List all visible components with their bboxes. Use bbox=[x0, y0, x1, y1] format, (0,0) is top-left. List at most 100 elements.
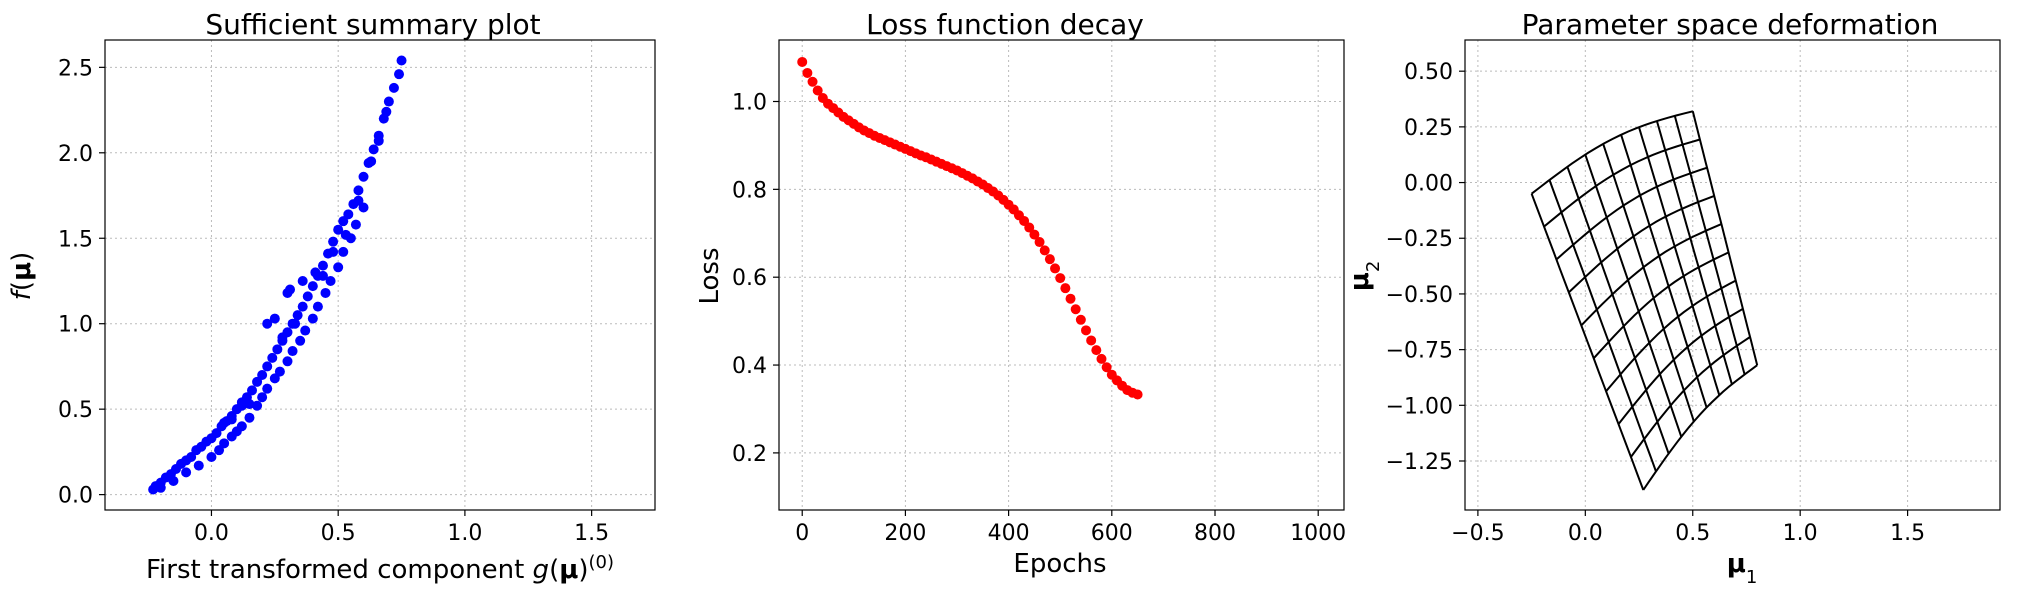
data-point bbox=[219, 438, 230, 449]
data-point bbox=[1029, 229, 1040, 240]
mesh-line bbox=[1530, 110, 1694, 195]
mesh-line bbox=[1655, 120, 1733, 385]
y-axis-label-loss: Loss bbox=[695, 247, 725, 304]
y-tick-label: 2.0 bbox=[58, 142, 93, 167]
x-tick-label: 200 bbox=[884, 521, 926, 546]
data-point bbox=[285, 284, 296, 295]
y-tick-label: 0.8 bbox=[732, 178, 767, 203]
data-point bbox=[807, 76, 818, 87]
data-point bbox=[267, 352, 278, 363]
data-point bbox=[226, 414, 237, 425]
data-point bbox=[262, 361, 273, 372]
data-point bbox=[211, 428, 222, 439]
data-point bbox=[394, 69, 405, 80]
data-point bbox=[236, 421, 247, 432]
y-tick-label: 0.4 bbox=[732, 354, 767, 379]
x-tick-label: 1.5 bbox=[574, 521, 609, 546]
data-point bbox=[297, 275, 308, 286]
data-point bbox=[277, 332, 288, 343]
data-point bbox=[353, 195, 364, 206]
panel-loss-decay: Loss function decay 0 200 400 600 800 1000 0.2… bbox=[695, 8, 1346, 579]
data-point bbox=[1034, 237, 1045, 248]
data-point bbox=[1024, 222, 1035, 233]
plot-frame-deformation bbox=[1464, 39, 2001, 511]
data-point bbox=[307, 281, 318, 292]
mesh-line bbox=[1642, 364, 1758, 491]
grid-deformation bbox=[1465, 40, 2000, 510]
mesh-line bbox=[1530, 193, 1645, 491]
data-point bbox=[1039, 245, 1050, 256]
points-summary bbox=[148, 55, 407, 495]
data-point bbox=[317, 270, 328, 281]
x-tick-label: 1.0 bbox=[1783, 521, 1818, 546]
y-tick-label: 1.0 bbox=[58, 313, 93, 338]
data-point bbox=[797, 56, 808, 67]
data-point bbox=[325, 275, 336, 286]
data-point bbox=[247, 385, 258, 396]
data-point bbox=[257, 392, 268, 403]
mesh-line bbox=[1638, 126, 1721, 396]
grid-loss bbox=[779, 40, 1344, 510]
y-tick-label: 1.0 bbox=[732, 90, 767, 115]
x-tick-label: 0.5 bbox=[1675, 521, 1710, 546]
y-tick-label: −1.00 bbox=[1386, 394, 1453, 419]
mesh-line bbox=[1580, 223, 1722, 327]
x-tick-label: 0.0 bbox=[1568, 521, 1603, 546]
data-point bbox=[214, 445, 225, 456]
data-point bbox=[262, 383, 273, 394]
data-point bbox=[358, 171, 369, 182]
data-point bbox=[274, 366, 285, 377]
x-axis-label-deformation: μ1 bbox=[1727, 549, 1758, 588]
data-point bbox=[1050, 263, 1061, 274]
data-point bbox=[1086, 335, 1097, 346]
x-tick-label: 400 bbox=[988, 521, 1030, 546]
data-point bbox=[802, 67, 813, 78]
data-point bbox=[181, 467, 192, 478]
points-loss bbox=[797, 56, 1143, 400]
x-axis-label-loss: Epochs bbox=[1013, 549, 1106, 579]
mesh-line bbox=[1630, 336, 1751, 458]
mesh-line bbox=[1617, 307, 1744, 425]
mesh-line bbox=[1555, 166, 1708, 261]
mesh-line bbox=[1605, 279, 1737, 392]
y-tick-label: 0.2 bbox=[732, 442, 767, 467]
x-tick-label: 1.5 bbox=[1890, 521, 1925, 546]
mesh-line bbox=[1602, 143, 1695, 422]
data-point bbox=[358, 202, 369, 213]
data-point bbox=[340, 229, 351, 240]
data-point bbox=[368, 144, 379, 155]
plot-frame-loss bbox=[778, 39, 1345, 511]
mesh-deformation bbox=[1530, 110, 1759, 491]
mesh-line bbox=[1592, 251, 1730, 359]
data-point bbox=[396, 55, 407, 66]
mesh-line bbox=[1673, 115, 1746, 375]
x-tick-label: 0 bbox=[795, 521, 809, 546]
data-point bbox=[252, 400, 263, 411]
data-point bbox=[373, 135, 384, 146]
y-tick-label: −0.25 bbox=[1386, 227, 1453, 252]
y-tick-label: 0.6 bbox=[732, 266, 767, 291]
data-point bbox=[193, 460, 204, 471]
data-point bbox=[338, 246, 349, 257]
data-point bbox=[168, 475, 179, 486]
panel-parameter-deformation: Parameter space deformation −0.5 0.0 0.5 1.… bbox=[1345, 8, 2001, 588]
panel-summary-plot: Sufficient summary plot 0.0 0.5 1.0 1.50.00… bbox=[7, 8, 656, 585]
data-point bbox=[252, 376, 263, 387]
data-point bbox=[388, 82, 399, 93]
data-point bbox=[812, 85, 823, 96]
data-point bbox=[244, 412, 255, 423]
data-point bbox=[317, 260, 328, 271]
y-tick-label: 2.5 bbox=[58, 56, 93, 81]
x-tick-label: 800 bbox=[1194, 521, 1236, 546]
mesh-line bbox=[1568, 194, 1715, 294]
y-tick-label: 1.5 bbox=[58, 227, 93, 252]
data-point bbox=[269, 373, 280, 384]
data-point bbox=[320, 287, 331, 298]
y-tick-label: 0.5 bbox=[58, 398, 93, 423]
chart-title-deformation: Parameter space deformation bbox=[1522, 8, 1939, 41]
data-point bbox=[353, 185, 364, 196]
y-tick-label: −1.25 bbox=[1386, 450, 1453, 475]
chart-title-loss: Loss function decay bbox=[866, 8, 1144, 41]
data-point bbox=[297, 301, 308, 312]
